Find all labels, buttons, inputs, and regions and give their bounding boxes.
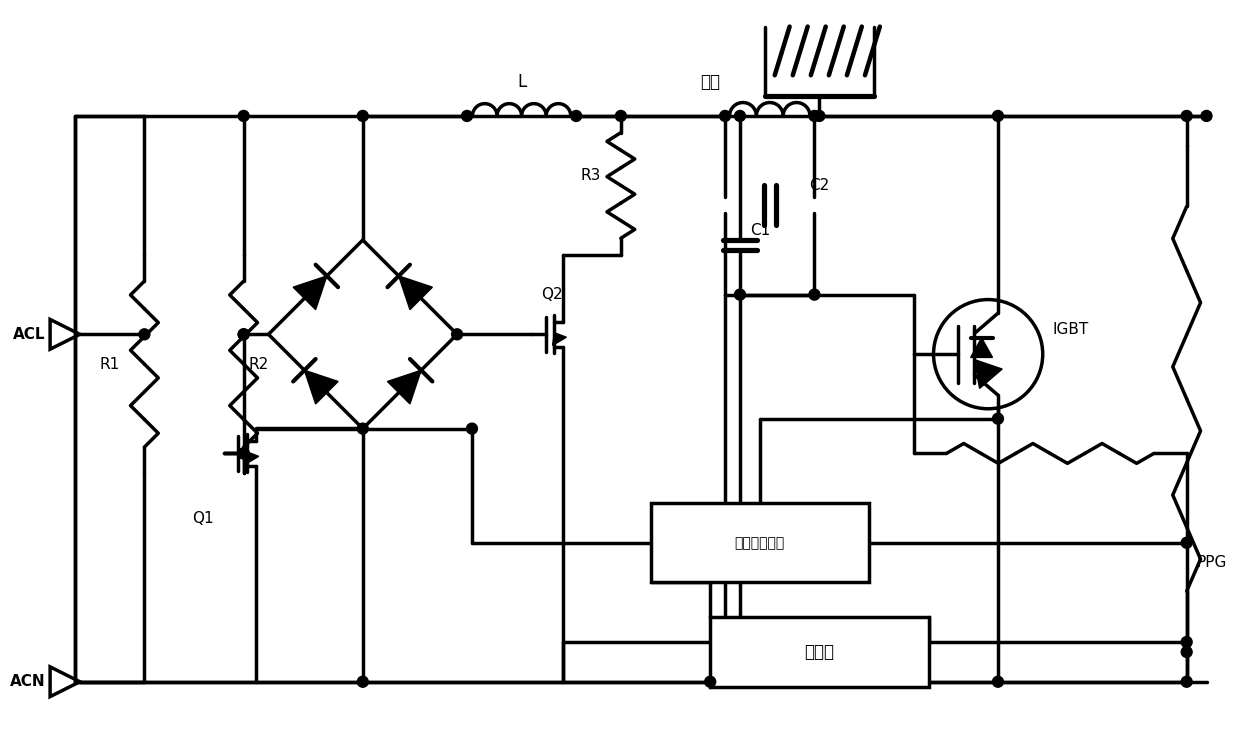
Text: C1: C1	[750, 222, 770, 238]
Text: R2: R2	[249, 357, 269, 372]
Circle shape	[615, 111, 626, 121]
Circle shape	[461, 111, 472, 121]
Polygon shape	[975, 360, 1002, 388]
Circle shape	[357, 676, 368, 687]
Circle shape	[808, 111, 820, 121]
Circle shape	[734, 289, 745, 300]
Circle shape	[466, 423, 477, 434]
Text: C2: C2	[810, 178, 830, 193]
Circle shape	[808, 289, 820, 300]
Circle shape	[719, 111, 730, 121]
Polygon shape	[387, 370, 422, 404]
Text: R3: R3	[580, 168, 601, 183]
Text: PPG: PPG	[1197, 555, 1226, 570]
Circle shape	[1202, 111, 1211, 121]
Circle shape	[238, 111, 249, 121]
Text: ACL: ACL	[12, 326, 45, 342]
Polygon shape	[293, 276, 327, 310]
Text: R1: R1	[99, 357, 119, 372]
Circle shape	[451, 329, 463, 340]
Circle shape	[734, 111, 745, 121]
Bar	[711, 618, 929, 687]
Circle shape	[1182, 538, 1192, 548]
Bar	[651, 503, 869, 583]
Circle shape	[570, 111, 582, 121]
Text: L: L	[517, 73, 526, 91]
Polygon shape	[553, 333, 567, 345]
Polygon shape	[971, 338, 992, 357]
Polygon shape	[244, 452, 259, 464]
Circle shape	[238, 448, 249, 459]
Polygon shape	[399, 276, 433, 310]
Text: Q1: Q1	[192, 510, 213, 526]
Circle shape	[1182, 636, 1192, 648]
Circle shape	[992, 413, 1003, 425]
Polygon shape	[304, 370, 339, 404]
Circle shape	[1182, 646, 1192, 657]
Text: IGBT: IGBT	[1053, 322, 1089, 337]
Circle shape	[1182, 676, 1192, 687]
Text: ACN: ACN	[10, 674, 45, 689]
Text: 控制器: 控制器	[805, 643, 835, 661]
Text: 线盘: 线盘	[701, 73, 720, 91]
Circle shape	[992, 676, 1003, 687]
Circle shape	[992, 111, 1003, 121]
Circle shape	[357, 111, 368, 121]
Circle shape	[1182, 111, 1192, 121]
Text: Q2: Q2	[542, 287, 563, 302]
Circle shape	[238, 329, 249, 340]
Circle shape	[238, 448, 249, 459]
Circle shape	[813, 111, 825, 121]
Circle shape	[139, 329, 150, 340]
Circle shape	[357, 423, 368, 434]
Circle shape	[238, 329, 249, 340]
Text: 回馈控制电路: 回馈控制电路	[735, 536, 785, 550]
Circle shape	[704, 676, 715, 687]
